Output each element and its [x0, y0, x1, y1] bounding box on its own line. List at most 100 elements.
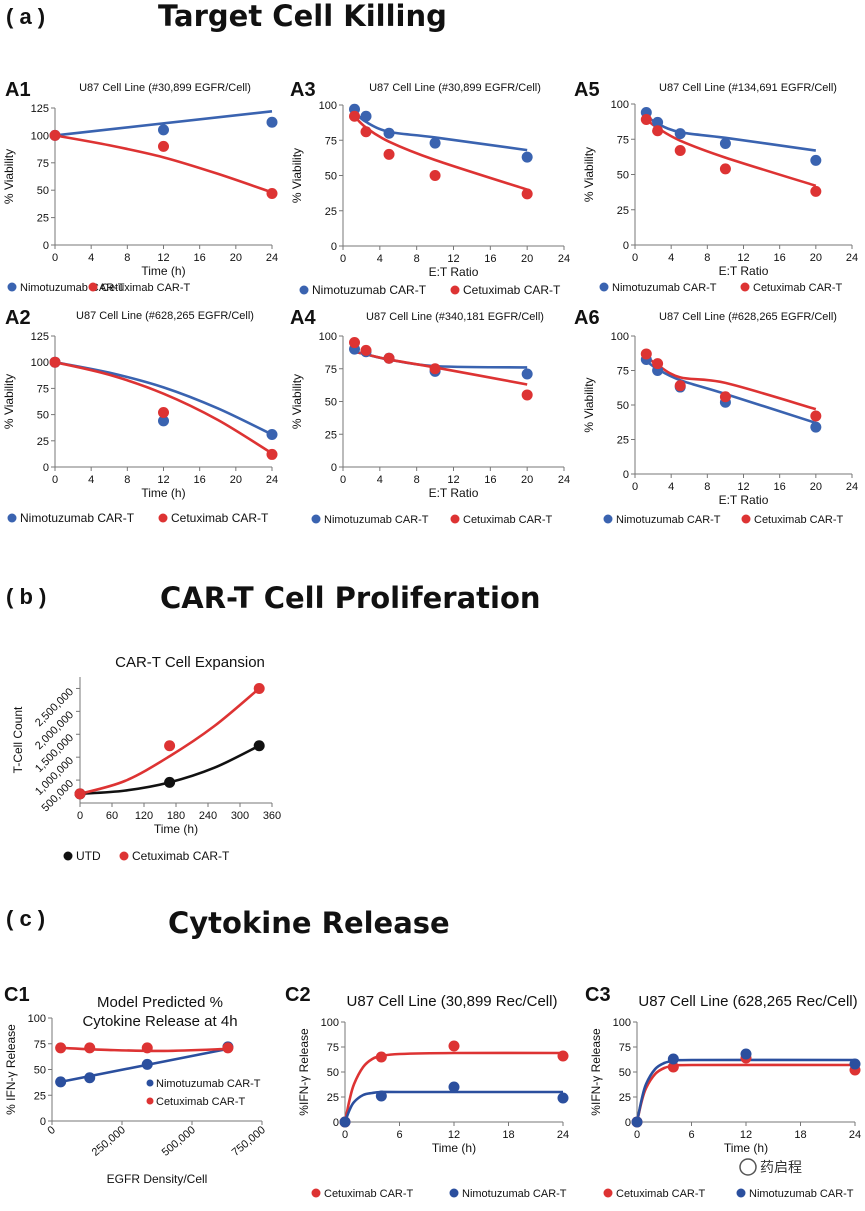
x-tick-label: 12	[740, 1129, 752, 1141]
x-tick-label: 20	[521, 474, 533, 486]
y-tick-label: 125	[31, 331, 49, 343]
data-point-cetuximab-car-t	[640, 114, 652, 126]
data-point-cetuximab-car-t	[158, 407, 169, 419]
x-tick-label: 750,000	[230, 1124, 268, 1159]
data-point-cetuximab-car-t	[158, 140, 169, 152]
y-tick-label: 75	[617, 366, 629, 378]
data-point-cetuximab-car-t	[719, 391, 731, 403]
panel-label-a5: A5	[574, 79, 600, 101]
panel-label-a2: A2	[5, 307, 31, 329]
x-axis-label: E:T Ratio	[719, 493, 769, 507]
legend-marker	[88, 282, 98, 292]
data-point-nimotuzumab-car-t	[448, 1081, 460, 1093]
data-point-nimotuzumab-car-t	[339, 1116, 351, 1128]
fit-line-cetuximab-car-t	[645, 355, 817, 411]
x-axis-label: Time (h)	[432, 1141, 476, 1155]
legend-marker	[603, 1188, 613, 1198]
legend-label: UTD	[76, 849, 101, 863]
chart-b: CAR-T Cell Expansion500,0001,000,0001,50…	[11, 654, 281, 863]
fit-line-cetuximab-car-t	[54, 360, 273, 455]
y-tick-label: 0	[625, 1117, 631, 1129]
data-point-cetuximab-car-t	[84, 1042, 96, 1054]
data-point-cetuximab-car-t	[429, 170, 441, 181]
x-axis-label: E:T Ratio	[429, 265, 479, 279]
data-point-nimotuzumab-car-t	[719, 137, 731, 149]
legend-marker	[740, 282, 750, 292]
x-tick-label: 24	[846, 481, 858, 493]
x-tick-label: 0	[340, 474, 346, 486]
legend-marker	[299, 285, 309, 295]
y-tick-label: 25	[327, 1092, 339, 1104]
y-tick-label: 50	[619, 1067, 631, 1079]
fit-line-cetuximab-car-t	[635, 1063, 856, 1123]
data-point-nimotuzumab-car-t	[375, 1090, 387, 1102]
wechat-icon	[739, 1158, 757, 1176]
data-point-cetuximab-car-t	[652, 358, 664, 370]
y-tick-label: 0	[331, 462, 337, 474]
fit-line-nimotuzumab-car-t	[353, 111, 528, 152]
y-tick-label: 100	[613, 1017, 631, 1029]
x-tick-label: 18	[502, 1129, 514, 1141]
x-tick-label: 12	[737, 252, 749, 264]
x-tick-label: 300	[231, 810, 249, 822]
y-tick-label: 50	[37, 410, 49, 422]
x-axis-label: E:T Ratio	[429, 486, 479, 500]
charts-layer: A1 U87 Cell Line (#30,899 EGFR/Cell) 0 25 50…	[2, 79, 861, 1200]
x-tick-label: 24	[266, 474, 278, 486]
data-point-cetuximab-car-t	[266, 187, 278, 199]
legend-marker	[7, 513, 17, 523]
chart-title-line: Cytokine Release at 4h	[82, 1013, 237, 1030]
section-b-title: CAR-T Cell Proliferation	[160, 581, 541, 615]
panel-label-a1: A1	[5, 79, 31, 101]
chart-c1: C1 Model Predicted % Cytokine Release at 4…	[4, 984, 268, 1186]
y-tick-label: 75	[325, 135, 337, 147]
data-point-cetuximab-car-t	[360, 126, 372, 138]
legend-label: Nimotuzumab CAR-T	[749, 1188, 854, 1200]
data-point-cetuximab-car-t	[521, 389, 533, 401]
fit-line-nimotuzumab-car-t	[343, 1090, 563, 1123]
y-tick-label: 25	[34, 1090, 46, 1102]
fit-line-nimotuzumab-car-t	[54, 109, 273, 137]
data-point-nimotuzumab-car-t	[557, 1092, 569, 1104]
y-tick-label: 100	[28, 1013, 46, 1025]
y-axis-label: %IFN-γ Release	[297, 1028, 311, 1116]
x-tick-label: 4	[377, 474, 383, 486]
legend-label: Nimotuzumab CAR-T	[616, 514, 721, 526]
y-tick-label: 50	[37, 185, 49, 197]
data-point-cetuximab-car-t	[383, 148, 395, 160]
x-tick-label: 360	[263, 810, 281, 822]
y-tick-label: 50	[617, 400, 629, 412]
data-point-cetuximab-car-t	[521, 188, 533, 200]
x-tick-label: 6	[688, 1129, 694, 1141]
chart-title: U87 Cell Line (#340,181 EGFR/Cell)	[366, 311, 544, 323]
legend-label: Cetuximab CAR-T	[156, 1096, 246, 1108]
data-point-nimotuzumab-car-t	[360, 110, 372, 122]
legend-marker	[599, 282, 609, 292]
y-tick-label: 25	[619, 1092, 631, 1104]
data-point-cetuximab-car-t	[429, 363, 441, 375]
data-point-nimotuzumab-car-t	[55, 1076, 67, 1088]
legend-label: Cetuximab CAR-T	[754, 514, 844, 526]
y-tick-label: 0	[331, 241, 337, 253]
section-a-label: ( a )	[6, 4, 45, 29]
x-tick-label: 4	[377, 253, 383, 265]
fit-line-nimotuzumab-car-t	[645, 114, 817, 152]
data-point-cetuximab-car-t	[360, 344, 372, 356]
x-tick-label: 0	[632, 481, 638, 493]
x-tick-label: 12	[157, 474, 169, 486]
data-point-cetuximab-car-t	[719, 163, 731, 175]
legend-label: Cetuximab CAR-T	[616, 1188, 706, 1200]
y-axis-label: %IFN-γ Release	[589, 1028, 603, 1116]
y-tick-label: 50	[325, 171, 337, 183]
legend-label: Nimotuzumab CAR-T	[612, 282, 717, 294]
y-tick-label: 75	[37, 383, 49, 395]
y-tick-label: 25	[617, 435, 629, 447]
legend-label: Nimotuzumab CAR-T	[462, 1188, 567, 1200]
data-point-cetuximab-car-t	[253, 682, 265, 694]
x-tick-label: 8	[414, 253, 420, 265]
legend-label: Nimotuzumab CAR-T	[20, 511, 135, 525]
data-point-nimotuzumab-car-t	[84, 1072, 96, 1084]
data-point-cetuximab-car-t	[74, 788, 86, 800]
chart-title: U87 Cell Line (30,899 Rec/Cell)	[347, 993, 558, 1010]
x-tick-label: 24	[846, 252, 858, 264]
